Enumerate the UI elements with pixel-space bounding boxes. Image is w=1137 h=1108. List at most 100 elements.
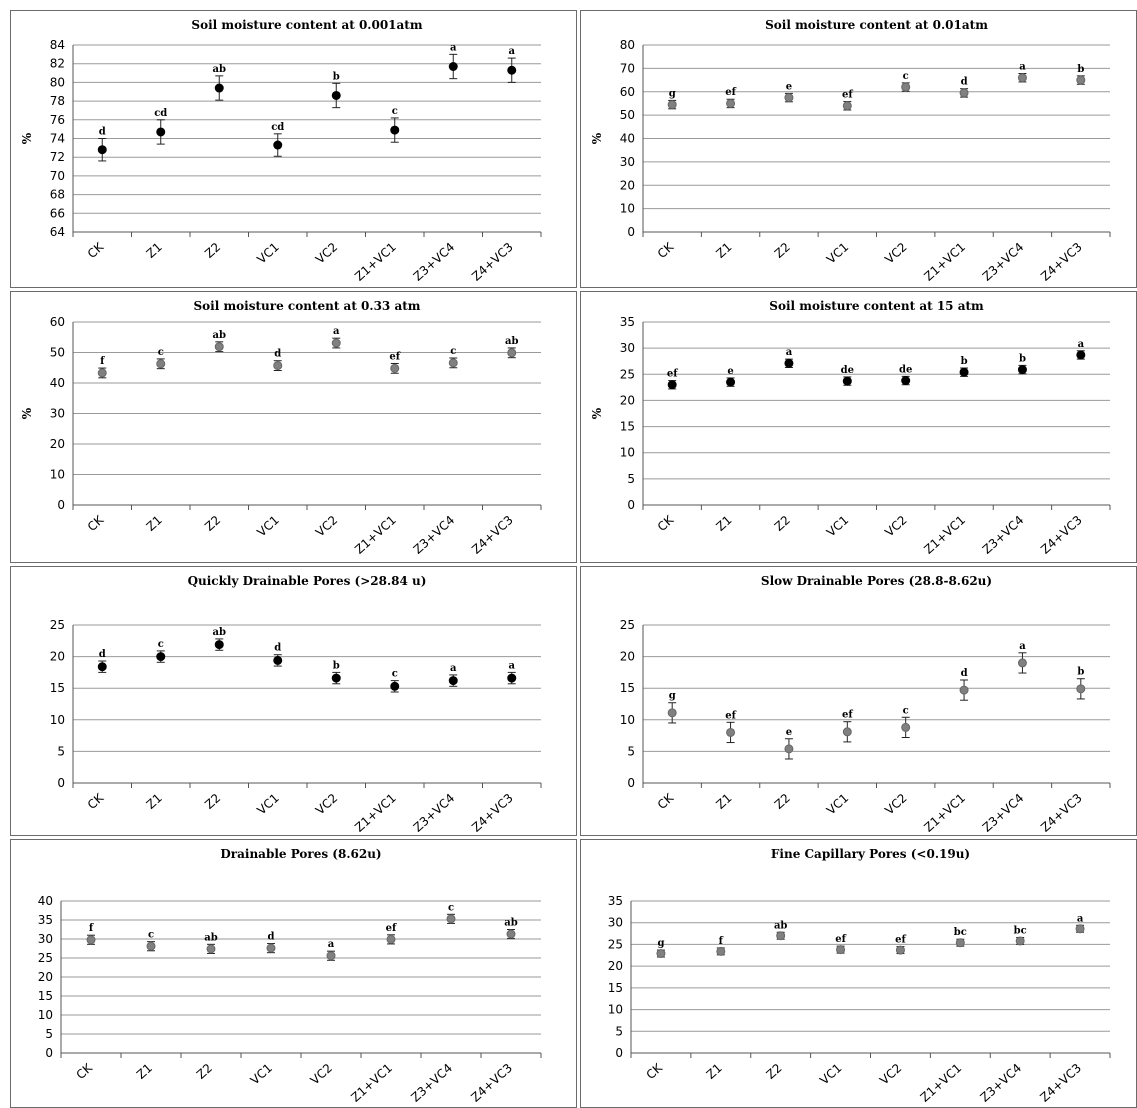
significance-letter: c xyxy=(392,669,398,680)
y-tick-label: 66 xyxy=(50,206,65,220)
data-point xyxy=(959,685,969,695)
y-tick-label: 40 xyxy=(38,894,53,908)
data-point xyxy=(1015,936,1025,946)
x-tick-label: Z3+VC4 xyxy=(980,513,1027,557)
significance-letter: c xyxy=(448,902,454,913)
significance-letter: d xyxy=(961,77,968,88)
x-tick-label: VC1 xyxy=(824,791,851,818)
significance-letter: f xyxy=(89,923,94,934)
significance-letter: a xyxy=(1019,641,1026,652)
x-tick-label: Z1+VC1 xyxy=(352,791,399,835)
significance-letter: d xyxy=(99,649,106,660)
y-tick-label: 76 xyxy=(50,113,65,127)
significance-letter: de xyxy=(899,364,912,375)
y-tick-label: 35 xyxy=(620,315,635,329)
chart-svg: Drainable Pores (8.62u) 0 5 10 15 20 25 30 35 40 C… xyxy=(38,847,542,1105)
x-tick-label: VC2 xyxy=(313,240,340,267)
significance-letter: ab xyxy=(213,627,226,638)
chart-panel: Slow Drainable Pores (28.8-8.62u) 0 5 10 15 2… xyxy=(580,566,1137,836)
data-point xyxy=(667,708,677,718)
data-point xyxy=(1017,658,1027,668)
chart-title: Slow Drainable Pores (28.8-8.62u) xyxy=(761,574,992,588)
x-tick-label: Z4+VC3 xyxy=(469,240,516,284)
significance-letter: c xyxy=(158,639,164,650)
data-point xyxy=(266,943,276,953)
y-tick-label: 5 xyxy=(57,744,65,758)
data-point xyxy=(959,88,969,98)
chart-panel: Soil moisture content at 0.001atm 64 66 68 7… xyxy=(10,10,577,288)
y-tick-label: 15 xyxy=(620,420,635,434)
y-tick-label: 70 xyxy=(620,61,635,75)
y-tick-label: 40 xyxy=(50,376,65,390)
data-point xyxy=(97,662,107,672)
significance-letter: b xyxy=(1019,353,1026,364)
data-point xyxy=(448,62,458,72)
significance-letter: ab xyxy=(213,64,226,75)
data-point xyxy=(895,945,905,955)
significance-letter: ef xyxy=(725,87,736,98)
chart-panel: Soil moisture content at 15 atm 0 5 10 15 20 2… xyxy=(580,291,1137,563)
x-tick-label: CK xyxy=(85,790,107,812)
significance-letter: ef xyxy=(835,934,846,945)
y-tick-label: 25 xyxy=(620,367,635,381)
significance-letter: ab xyxy=(204,932,217,943)
y-tick-label: 20 xyxy=(620,650,635,664)
significance-letter: c xyxy=(148,930,154,941)
y-tick-label: 64 xyxy=(50,225,65,239)
data-point xyxy=(390,681,400,691)
significance-letter: d xyxy=(274,349,281,360)
x-tick-label: Z1 xyxy=(704,1061,725,1082)
significance-letter: b xyxy=(333,660,340,671)
data-point xyxy=(842,727,852,737)
chart-title: Soil moisture content at 15 atm xyxy=(769,299,984,313)
significance-letter: b xyxy=(1077,667,1084,678)
y-tick-label: 25 xyxy=(50,618,65,632)
y-tick-label: 0 xyxy=(627,225,635,239)
y-tick-label: 15 xyxy=(50,681,65,695)
y-tick-label: 60 xyxy=(50,315,65,329)
data-point xyxy=(842,376,852,386)
chart-title: Quickly Drainable Pores (>28.84 u) xyxy=(188,574,427,588)
y-tick-label: 30 xyxy=(38,932,53,946)
y-tick-label: 10 xyxy=(620,446,635,460)
significance-letter: e xyxy=(786,81,792,92)
chart-panel: Soil moisture content at 0.01atm 0 10 20 30 4… xyxy=(580,10,1137,288)
x-tick-label: Z1+VC1 xyxy=(921,513,968,557)
data-point xyxy=(716,946,726,956)
x-tick-label: CK xyxy=(85,239,107,261)
significance-letter: ef xyxy=(842,90,853,101)
data-point xyxy=(206,944,216,954)
chart-title: Fine Capillary Pores (<0.19u) xyxy=(771,847,970,861)
data-point xyxy=(326,951,336,961)
significance-letter: g xyxy=(669,88,676,99)
x-tick-label: Z4+VC3 xyxy=(1038,513,1085,557)
significance-letter: f xyxy=(100,356,105,367)
x-tick-label: Z1+VC1 xyxy=(921,240,968,284)
significance-letter: bc xyxy=(1014,925,1027,936)
x-tick-label: Z2 xyxy=(764,1061,785,1082)
x-tick-label: Z3+VC4 xyxy=(980,240,1027,284)
y-axis-label: % xyxy=(20,407,34,419)
data-point xyxy=(955,938,965,948)
data-point xyxy=(97,145,107,155)
chart-title: Soil moisture content at 0.01atm xyxy=(765,18,988,32)
data-point xyxy=(331,338,341,348)
x-tick-label: Z4+VC3 xyxy=(469,791,516,835)
y-tick-label: 10 xyxy=(50,468,65,482)
significance-letter: ef xyxy=(725,710,736,721)
data-point xyxy=(390,363,400,373)
x-tick-label: VC2 xyxy=(313,791,340,818)
significance-letter: ab xyxy=(774,920,787,931)
x-tick-label: Z3+VC4 xyxy=(411,513,458,557)
x-tick-label: CK xyxy=(655,239,677,261)
significance-letter: b xyxy=(1077,64,1084,75)
data-point xyxy=(156,127,166,137)
significance-letter: g xyxy=(669,691,676,702)
chart-panel: Fine Capillary Pores (<0.19u) 0 5 10 15 20 25 3… xyxy=(580,839,1137,1108)
significance-letter: a xyxy=(509,660,516,671)
y-tick-label: 10 xyxy=(38,1008,53,1022)
data-point xyxy=(667,100,677,110)
data-point xyxy=(1076,684,1086,694)
data-point xyxy=(1017,365,1027,375)
y-tick-label: 15 xyxy=(620,681,635,695)
